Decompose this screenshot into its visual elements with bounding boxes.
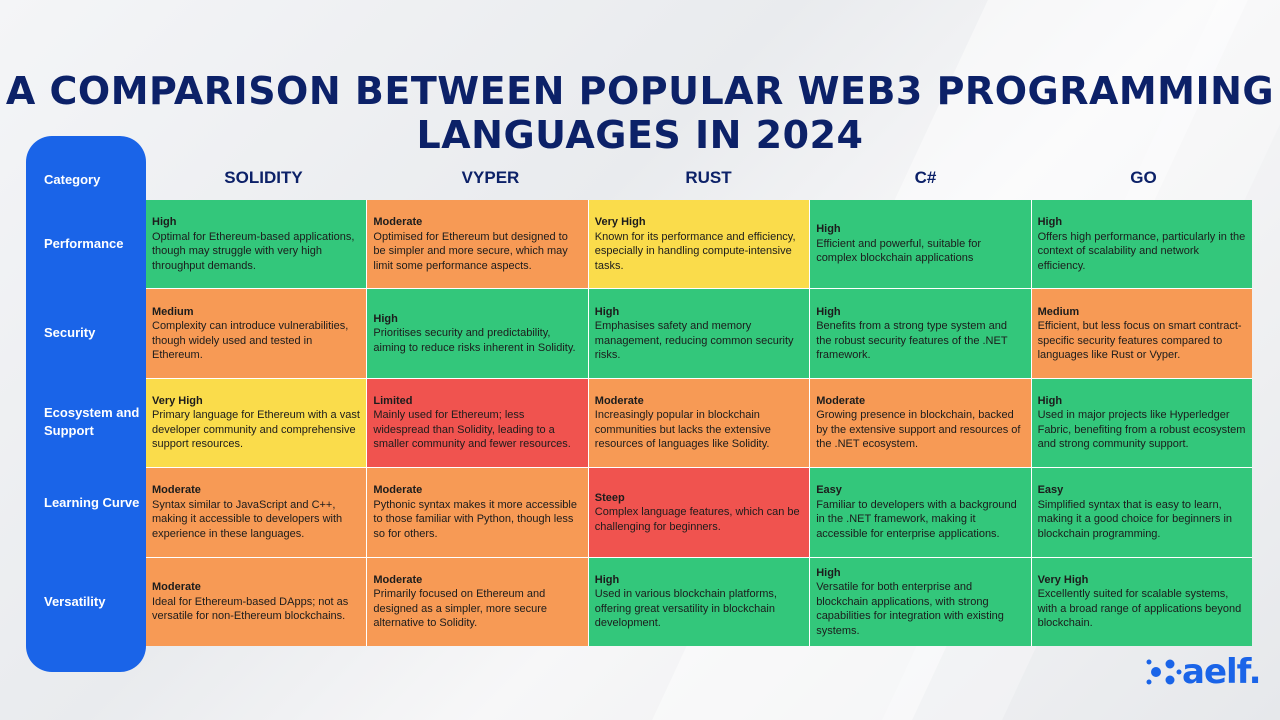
rating-label: High <box>594 573 620 586</box>
cell-description: Simplified syntax that is easy to learn,… <box>1037 498 1233 540</box>
cell-description: Increasingly popular in blockchain commu… <box>594 409 771 451</box>
cell-description: Versatile for both enterprise and blockc… <box>816 581 1004 637</box>
cell-description: Growing presence in blockchain, backed b… <box>816 409 1021 451</box>
rating-label: High <box>373 312 398 325</box>
column-header-vyper: VYPER <box>461 168 520 187</box>
comparison-table: High Optimal for Ethereum-based applicati… <box>146 200 1252 646</box>
table-cell: Medium Complexity can introduce vulnerabi… <box>146 289 367 378</box>
table-cell: Moderate Primarily focused on Ethereum an… <box>367 557 588 646</box>
table-cell: Easy Simplified syntax that is easy to le… <box>1031 468 1252 557</box>
table-cell: Steep Complex language features, which ca… <box>588 468 810 557</box>
cell-description: Efficient and powerful, suitable for com… <box>816 237 982 265</box>
cell-description: Optimised for Ethereum but designed to b… <box>373 230 568 272</box>
category-versatility: Versatility <box>44 594 106 609</box>
table-cell: Easy Familiar to developers with a backgr… <box>810 468 1031 557</box>
rating-label: Moderate <box>816 394 866 407</box>
rating-label: Moderate <box>373 573 423 586</box>
rating-label: High <box>816 223 841 236</box>
rating-label: High <box>594 305 620 318</box>
table-cell: High Optimal for Ethereum-based applicati… <box>146 200 367 289</box>
cell-description: Complex language features, which can be … <box>594 506 800 533</box>
column-header-csharp: C# <box>914 168 937 187</box>
table-cell: High Versatile for both enterprise and bl… <box>810 557 1031 646</box>
cell-description: Pythonic syntax makes it more accessible… <box>373 498 577 540</box>
rating-label: High <box>152 216 177 229</box>
rating-label: Moderate <box>594 394 644 407</box>
rating-label: Very High <box>1037 573 1089 586</box>
cell-description: Benefits from a strong type system and t… <box>816 320 1008 362</box>
rating-label: Easy <box>1037 484 1064 497</box>
rating-label: Moderate <box>152 484 201 497</box>
table-cell: Limited Mainly used for Ethereum; less wi… <box>367 378 588 468</box>
aelf-logo-icon <box>1146 659 1182 685</box>
cell-description: Complexity can introduce vulnerabilities… <box>152 320 349 362</box>
category-ecosystem: Ecosystem and Support <box>44 405 140 438</box>
cell-description: Primarily focused on Ethereum and design… <box>373 588 548 630</box>
rating-label: Medium <box>1037 305 1080 318</box>
table-cell: High Prioritises security and predictabil… <box>367 289 588 378</box>
table-cell: High Used in major projects like Hyperled… <box>1031 378 1252 468</box>
rating-label: Very High <box>594 216 646 229</box>
table-cell: Moderate Syntax similar to JavaScript and… <box>146 468 367 557</box>
table-cell: High Benefits from a strong type system a… <box>810 289 1031 378</box>
table-cell: Medium Efficient, but less focus on smart… <box>1031 289 1252 378</box>
table-cell: Moderate Optimised for Ethereum but desig… <box>367 200 588 289</box>
table-cell: Very High Excellently suited for scalable… <box>1031 557 1252 646</box>
category-sidebar <box>26 136 146 672</box>
rating-label: High <box>816 566 841 579</box>
table-cell: High Offers high performance, particularl… <box>1031 200 1252 289</box>
cell-description: Familiar to developers with a background… <box>816 498 1017 540</box>
cell-description: Efficient, but less focus on smart contr… <box>1037 320 1242 362</box>
rating-label: Very High <box>152 394 203 407</box>
cell-description: Known for its performance and efficiency… <box>594 230 796 272</box>
category-performance: Performance <box>44 236 124 251</box>
rating-label: Moderate <box>373 216 423 229</box>
category-header: Category <box>44 172 101 187</box>
table-cell: High Efficient and powerful, suitable for… <box>810 200 1031 289</box>
table-cell: Moderate Pythonic syntax makes it more ac… <box>367 468 588 557</box>
rating-label: Limited <box>373 394 413 407</box>
column-header-rust: RUST <box>685 168 732 187</box>
category-learning-curve: Learning Curve <box>44 495 140 510</box>
rating-label: High <box>1037 216 1063 229</box>
cell-description: Used in major projects like Hyperledger … <box>1037 409 1246 451</box>
rating-label: Steep <box>594 491 625 504</box>
cell-description: Primary language for Ethereum with a vas… <box>152 409 360 451</box>
rating-label: Easy <box>816 484 842 497</box>
rating-label: Medium <box>152 305 194 318</box>
category-security: Security <box>44 325 96 340</box>
rating-label: High <box>1037 394 1063 407</box>
aelf-logo-text: aelf. <box>1182 652 1262 692</box>
cell-description: Prioritises security and predictability,… <box>373 327 576 354</box>
table-cell: High Used in various blockchain platforms… <box>588 557 810 646</box>
table-cell: Moderate Growing presence in blockchain, … <box>810 378 1031 468</box>
rating-label: Moderate <box>152 581 201 594</box>
table-cell: High Emphasises safety and memory managem… <box>588 289 810 378</box>
table-cell: Moderate Increasingly popular in blockcha… <box>588 378 810 468</box>
table-cell: Very High Known for its performance and e… <box>588 200 810 289</box>
cell-description: Mainly used for Ethereum; less widesprea… <box>373 409 571 451</box>
page-title: A COMPARISON BETWEEN POPULAR WEB3 PROGRA… <box>5 69 1275 158</box>
column-header-go: GO <box>1130 168 1157 187</box>
aelf-logo: aelf. <box>1146 652 1262 692</box>
cell-description: Syntax similar to JavaScript and C++, ma… <box>152 498 343 540</box>
cell-description: Used in various blockchain platforms, of… <box>594 588 777 630</box>
rating-label: High <box>816 305 841 318</box>
table-cell: Very High Primary language for Ethereum w… <box>146 378 367 468</box>
cell-description: Excellently suited for scalable systems,… <box>1037 588 1242 630</box>
cell-description: Ideal for Ethereum-based DApps; not as v… <box>152 595 349 623</box>
cell-description: Offers high performance, particularly in… <box>1037 230 1246 272</box>
column-header-solidity: SOLIDITY <box>224 168 303 187</box>
cell-description: Optimal for Ethereum-based applications,… <box>152 230 355 272</box>
cell-description: Emphasises safety and memory management,… <box>594 320 794 362</box>
table-cell: Moderate Ideal for Ethereum-based DApps; … <box>146 557 367 646</box>
rating-label: Moderate <box>373 484 423 497</box>
